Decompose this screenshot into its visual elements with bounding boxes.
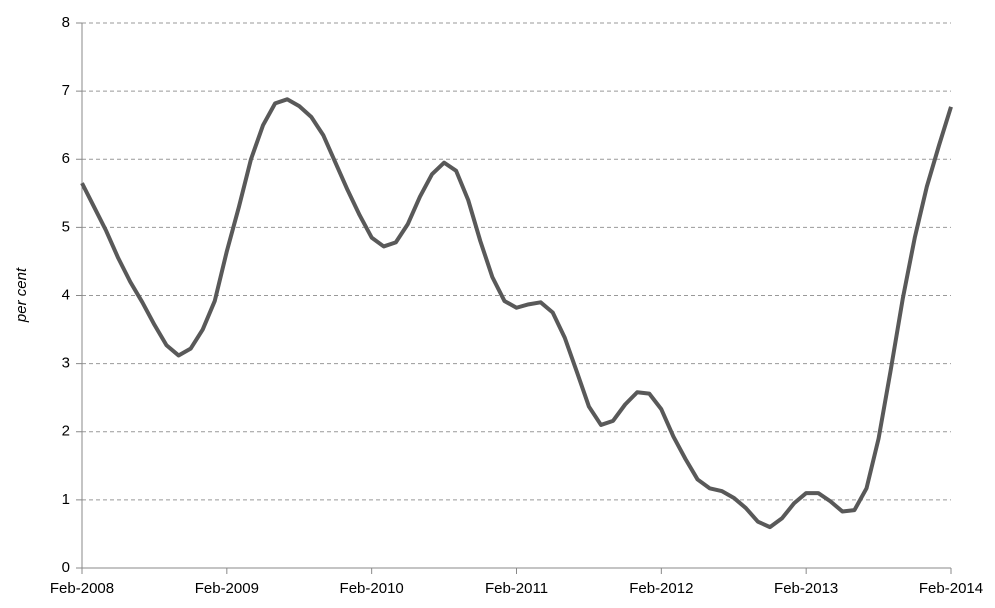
x-tick-label: Feb-2009	[195, 580, 259, 597]
x-tick-label: Feb-2014	[919, 580, 983, 597]
line-series	[80, 97, 953, 530]
y-tick-label: 6	[62, 150, 70, 167]
x-tick-label: Feb-2013	[774, 580, 838, 597]
y-tick-label: 0	[62, 559, 70, 576]
y-axis-label: per cent	[13, 267, 30, 323]
x-tick-label: Feb-2011	[485, 580, 548, 597]
y-tick-label: 8	[62, 14, 70, 31]
y-tick-label: 1	[62, 491, 70, 508]
y-tick-label: 2	[62, 423, 70, 440]
y-tick-label: 5	[62, 218, 70, 235]
y-tick-label: 7	[62, 82, 70, 99]
x-tick-label: Feb-2008	[50, 580, 114, 597]
y-tick-label: 4	[62, 286, 70, 303]
x-tick-label: Feb-2012	[629, 580, 693, 597]
y-tick-label: 3	[62, 355, 70, 372]
x-tick-label: Feb-2010	[340, 580, 404, 597]
